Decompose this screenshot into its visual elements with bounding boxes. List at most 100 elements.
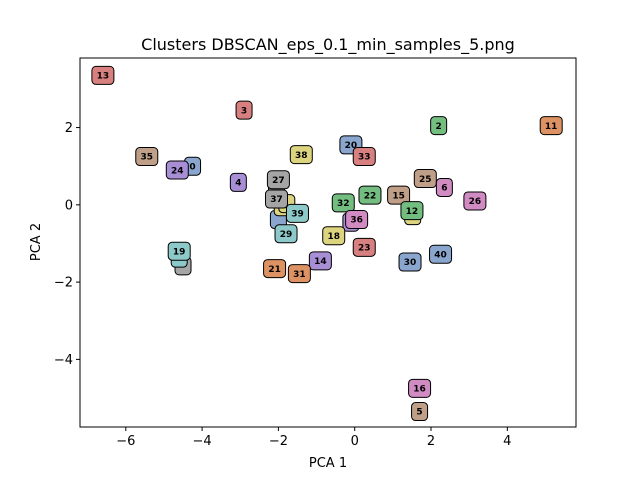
- cluster-point-box: [411, 402, 429, 422]
- cluster-point: 16: [408, 378, 432, 398]
- cluster-point: 26: [463, 191, 487, 211]
- cluster-point-box: [263, 259, 287, 279]
- x-tick-label: −6: [116, 434, 135, 449]
- cluster-point-label: 2: [436, 122, 442, 132]
- cluster-point-box: [285, 203, 309, 223]
- cluster-point: 2: [430, 116, 448, 136]
- cluster-point-box: [235, 100, 253, 120]
- cluster-point: 15: [387, 185, 411, 205]
- y-tick-label: 2: [65, 121, 73, 136]
- x-tick-label: 0: [351, 434, 359, 449]
- cluster-point: 35: [135, 147, 159, 167]
- cluster-point: 40: [429, 244, 453, 264]
- y-tick-label: −4: [54, 353, 73, 368]
- cluster-point-label: 5: [416, 408, 422, 418]
- cluster-point-label: 11: [545, 122, 558, 132]
- cluster-point-box: [331, 193, 355, 213]
- cluster-point-label: 20: [345, 141, 358, 151]
- cluster-point-label: 15: [392, 191, 405, 201]
- cluster-point: 23: [352, 237, 376, 257]
- cluster-point-label: 13: [97, 72, 110, 82]
- cluster-point-label: 39: [291, 210, 304, 220]
- cluster-point-label: 12: [406, 207, 419, 217]
- x-tick-label: 2: [427, 434, 435, 449]
- x-tick-label: −4: [193, 434, 212, 449]
- cluster-point-label: 29: [280, 230, 293, 240]
- cluster-point: 37: [264, 189, 288, 209]
- cluster-point-box: [308, 251, 332, 271]
- cluster-point: 12: [400, 201, 424, 221]
- cluster-point-box: [167, 241, 191, 261]
- cluster-point: 30: [398, 252, 422, 272]
- cluster-point-box: [539, 116, 563, 136]
- cluster-point-box: [413, 169, 437, 189]
- cluster-point: 4: [229, 172, 247, 192]
- cluster-point-box: [358, 185, 382, 205]
- cluster-point-label: 37: [270, 195, 283, 205]
- cluster-point-box: [135, 147, 159, 167]
- cluster-point: 24: [165, 160, 189, 180]
- y-tick-label: −2: [54, 276, 73, 291]
- x-tick-label: −2: [269, 434, 288, 449]
- cluster-point-box: [91, 65, 115, 85]
- cluster-point-label: 6: [441, 184, 447, 194]
- x-axis-ticks: −6 −4 −2 0 2 4: [116, 427, 511, 449]
- cluster-point: 38: [289, 145, 313, 165]
- cluster-point: 33: [352, 147, 376, 167]
- cluster-point-label: 40: [434, 250, 447, 260]
- cluster-point-box: [274, 224, 298, 244]
- cluster-point: 11: [539, 116, 563, 136]
- cluster-point: 5: [411, 402, 429, 422]
- cluster-point-label: 22: [364, 191, 377, 201]
- cluster-point-box: [322, 226, 346, 246]
- cluster-point: 18: [322, 226, 346, 246]
- cluster-point: 31: [287, 264, 311, 284]
- cluster-point-box: [435, 177, 453, 197]
- cluster-point-label: 16: [413, 385, 426, 395]
- cluster-point-label: 24: [171, 166, 184, 176]
- cluster-point-box: [463, 191, 487, 211]
- chart-title: Clusters DBSCAN_eps_0.1_min_samples_5.pn…: [141, 35, 515, 55]
- cluster-point: 6: [435, 177, 453, 197]
- cluster-point-box: [430, 116, 448, 136]
- cluster-point-label: 32: [337, 199, 350, 209]
- cluster-point-label: 14: [314, 257, 327, 267]
- plot-border: [79, 57, 577, 428]
- cluster-point-box: [345, 210, 369, 230]
- cluster-point-box: [289, 145, 313, 165]
- x-axis-label: PCA 1: [309, 456, 347, 471]
- y-axis-label: PCA 2: [29, 223, 44, 261]
- cluster-point-box: [408, 378, 432, 398]
- cluster-point-label: 18: [327, 232, 340, 242]
- cluster-point-label: 21: [268, 265, 281, 275]
- cluster-point-box: [287, 264, 311, 284]
- cluster-point: 36: [345, 210, 369, 230]
- cluster-point-box: [387, 185, 411, 205]
- cluster-point: 19: [167, 241, 191, 261]
- cluster-point-box: [165, 160, 189, 180]
- y-axis-ticks: −4 −2 0 2: [54, 121, 80, 368]
- cluster-point-label: 35: [141, 153, 154, 163]
- cluster-point: 29: [274, 224, 298, 244]
- cluster-point-label: 23: [358, 244, 371, 254]
- cluster-point-box: [398, 252, 422, 272]
- cluster-point-label: 30: [404, 258, 417, 268]
- cluster-point-label: 33: [358, 153, 371, 163]
- x-tick-label: 4: [503, 434, 511, 449]
- cluster-point: 3: [235, 100, 253, 120]
- cluster-point-box: [264, 189, 288, 209]
- cluster-point: 27: [266, 170, 290, 190]
- cluster-point-label: 25: [419, 175, 432, 185]
- cluster-point-label: 3: [241, 106, 247, 116]
- cluster-point: 21: [263, 259, 287, 279]
- cluster-point-box: [352, 147, 376, 167]
- cluster-point: 13: [91, 65, 115, 85]
- cluster-point-label: 36: [350, 216, 363, 226]
- cluster-point-box: [400, 201, 424, 221]
- cluster-point-box: [352, 237, 376, 257]
- cluster-point: 39: [285, 203, 309, 223]
- cluster-point-box: [429, 244, 453, 264]
- cluster-point: 32: [331, 193, 355, 213]
